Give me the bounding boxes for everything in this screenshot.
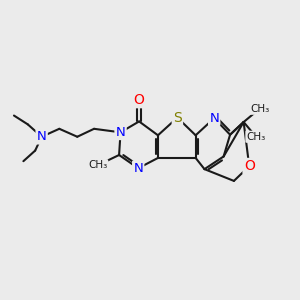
Text: S: S <box>173 111 182 124</box>
Text: CH₃: CH₃ <box>246 132 266 142</box>
Text: CH₃: CH₃ <box>88 160 107 170</box>
Text: N: N <box>116 126 125 139</box>
Text: CH₃: CH₃ <box>250 104 269 114</box>
Text: N: N <box>133 162 143 175</box>
Text: N: N <box>37 130 46 143</box>
Text: N: N <box>209 112 219 125</box>
Text: O: O <box>244 159 255 173</box>
Text: O: O <box>134 93 145 107</box>
